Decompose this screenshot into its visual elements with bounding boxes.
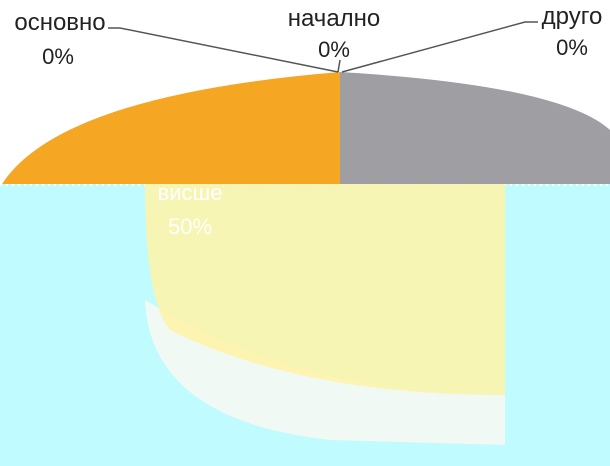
value-osnovno: 0% (42, 44, 74, 69)
leader-line-drugo (341, 21, 538, 73)
pie-slice-vishe-top (145, 184, 505, 395)
pie-slice-nachalno-drugo (340, 72, 610, 184)
leader-line-nachalno (337, 59, 341, 73)
label-drugo: друго (542, 3, 603, 30)
label-vishe: висше (158, 180, 223, 205)
leader-line-osnovno (108, 27, 339, 73)
pie-slice-vishe-side (145, 300, 505, 445)
label-osnovno: основно (14, 9, 105, 36)
label-nachalno: начално (288, 5, 381, 32)
value-vishe: 50% (168, 214, 212, 239)
pie-slice-osnovno (2, 72, 340, 184)
value-drugo: 0% (556, 35, 588, 60)
value-nachalno: 0% (318, 37, 350, 62)
